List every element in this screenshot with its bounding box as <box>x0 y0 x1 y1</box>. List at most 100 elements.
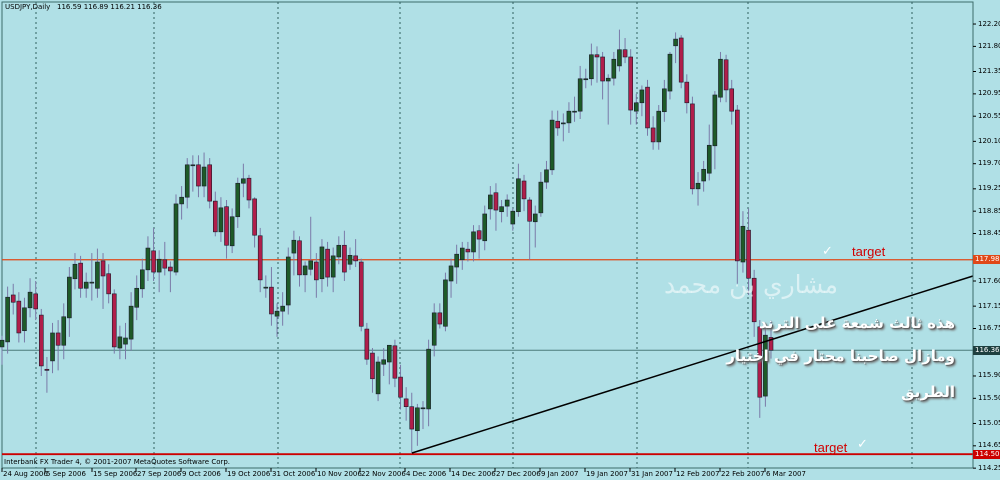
candle <box>263 275 269 298</box>
bull-candle-body <box>0 339 5 348</box>
candle <box>235 177 241 228</box>
bear-candle-body <box>168 266 173 272</box>
date-label: 22 Feb 2007 <box>721 470 765 478</box>
bull-candle-body <box>128 305 134 340</box>
candle <box>302 261 308 293</box>
bear-candle-body <box>757 326 763 398</box>
bear-candle-body <box>246 177 252 201</box>
annotation-line-3[interactable]: الطريق <box>901 383 955 401</box>
candle <box>38 308 44 376</box>
bear-candle-body <box>151 250 156 273</box>
candle <box>128 292 134 351</box>
candle <box>241 163 246 198</box>
candle <box>617 29 622 72</box>
candle <box>319 239 325 293</box>
candle <box>269 267 274 326</box>
bull-candle-body <box>583 78 589 81</box>
candle <box>561 113 566 142</box>
annotation-line-2[interactable]: ومازال صاحبنا محتار في اختيار <box>726 347 955 365</box>
bull-candle-body <box>308 260 314 270</box>
bull-candle-body <box>184 164 190 198</box>
bull-candle-body <box>134 287 140 308</box>
candle <box>482 205 488 251</box>
candle <box>44 356 50 393</box>
bear-candle-body <box>600 56 605 82</box>
candle <box>123 322 128 360</box>
date-label: 5 Sep 2006 <box>46 470 86 478</box>
bear-candle-body <box>403 398 409 408</box>
candle <box>358 258 364 332</box>
candle <box>465 241 471 262</box>
candle <box>5 286 10 354</box>
bull-candle-body <box>123 337 128 345</box>
candle <box>763 328 768 407</box>
trendline[interactable] <box>411 275 974 454</box>
candle <box>600 51 605 100</box>
candle <box>201 152 207 198</box>
candle <box>549 110 555 175</box>
candle <box>572 96 577 122</box>
bull-candle-body <box>426 348 431 410</box>
bull-candle-body <box>274 310 280 317</box>
bull-candle-body <box>5 296 10 343</box>
bear-candle-body <box>678 37 684 83</box>
bull-candle-body <box>454 253 459 268</box>
candle <box>212 191 218 237</box>
candle <box>650 116 656 150</box>
price-label: 115.50 <box>978 393 1000 402</box>
candle <box>527 197 532 260</box>
bull-candle-body <box>656 110 662 143</box>
annotation-line-1[interactable]: هذه ثالث شمعة على الترند <box>758 314 955 332</box>
candle <box>751 269 757 337</box>
candle <box>280 292 285 326</box>
bull-candle-body <box>572 110 577 113</box>
symbol-timeframe: USDJPY,Daily <box>5 3 51 11</box>
candle <box>274 303 280 337</box>
candle <box>426 339 431 427</box>
date-label: 12 Feb 2007 <box>676 470 720 478</box>
candle <box>190 155 196 192</box>
candle <box>538 172 544 217</box>
candle <box>314 253 319 298</box>
bull-candle-body <box>22 307 27 332</box>
candle <box>504 194 510 217</box>
bull-candle-body <box>381 359 386 365</box>
candle <box>353 239 358 268</box>
price-label: 114.25 <box>978 463 1000 472</box>
date-label: 9 Oct 2006 <box>182 470 221 478</box>
candle <box>740 211 746 273</box>
bull-candle-body <box>201 166 207 187</box>
date-label: 24 Aug 2006 <box>3 470 48 478</box>
candle <box>639 85 645 117</box>
bear-candle-body <box>594 54 600 58</box>
bear-candle-body <box>358 261 364 327</box>
bear-candle-body <box>645 86 650 129</box>
candle <box>510 208 516 231</box>
candle <box>246 174 252 209</box>
candle <box>111 289 117 354</box>
candle <box>673 32 678 64</box>
bull-candle-body <box>27 291 33 309</box>
date-label: 19 Oct 2006 <box>227 470 271 478</box>
price-label: 118.45 <box>978 229 1000 238</box>
bear-candle-body <box>207 164 212 202</box>
bull-candle-body <box>538 181 544 214</box>
date-label: 27 Sep 2006 <box>137 470 182 478</box>
lower-target-label[interactable]: target <box>814 440 848 455</box>
bull-candle-body <box>330 255 336 278</box>
bull-candle-body <box>566 110 572 124</box>
upper-target-label[interactable]: target <box>852 244 886 259</box>
candle <box>33 281 38 321</box>
bull-candle-body <box>701 168 706 182</box>
candle <box>22 297 27 343</box>
candle <box>459 241 465 270</box>
candle <box>735 105 740 284</box>
check-icon: ✓ <box>857 437 868 452</box>
bull-candle-body <box>577 78 583 112</box>
bear-candle-body <box>44 368 50 371</box>
bull-candle-body <box>589 54 594 80</box>
bull-candle-body <box>431 312 437 346</box>
bull-candle-body <box>516 178 521 213</box>
